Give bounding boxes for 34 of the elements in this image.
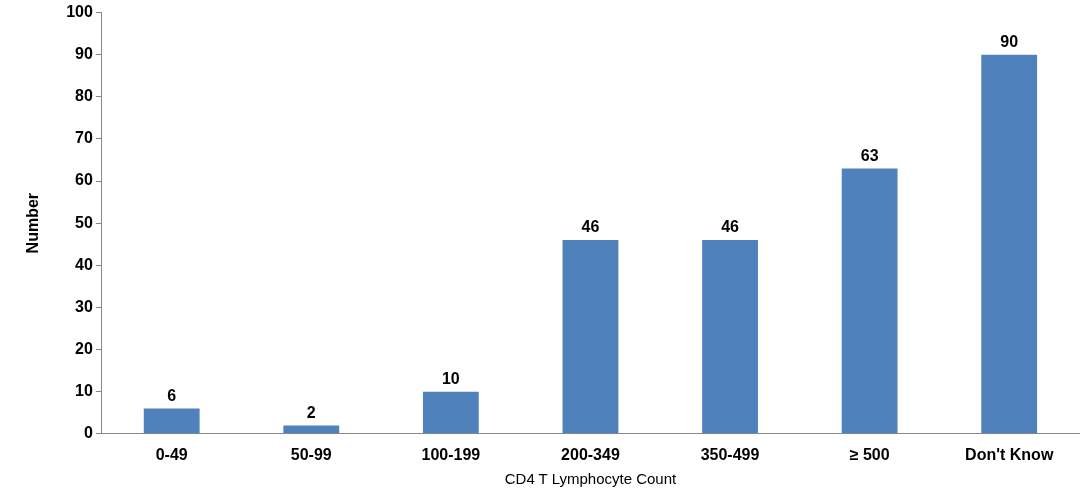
x-axis-title: CD4 T Lymphocyte Count — [504, 470, 678, 488]
data-label: 63 — [860, 146, 879, 164]
y-tick-label: 100 — [66, 3, 93, 21]
y-tick-label: 90 — [75, 45, 93, 63]
x-tick-label: 50-99 — [290, 445, 332, 463]
data-label: 2 — [306, 403, 316, 421]
x-tick-label: 350-499 — [700, 445, 760, 463]
data-label: 6 — [167, 386, 177, 404]
y-tick-label: 60 — [75, 171, 93, 189]
bar — [283, 425, 340, 434]
bar — [702, 240, 758, 434]
x-tick-label: Don't Know — [965, 445, 1054, 463]
bar — [841, 168, 898, 434]
x-tick-label: 200-349 — [561, 445, 620, 463]
bar — [143, 408, 200, 434]
y-tick-label: 40 — [75, 255, 93, 273]
y-tick-label: 30 — [75, 297, 93, 315]
y-axis-title: Number — [24, 192, 42, 254]
bar — [981, 54, 1038, 434]
data-label: 46 — [721, 218, 740, 236]
data-label: 10 — [441, 370, 460, 388]
y-tick-label: 80 — [75, 87, 93, 105]
bar — [562, 240, 619, 434]
y-tick-label: 20 — [75, 339, 93, 357]
data-label: 46 — [581, 218, 600, 236]
y-tick-label: 70 — [75, 129, 93, 147]
x-tick-label: 100-199 — [421, 445, 481, 463]
y-tick-label: 10 — [75, 382, 93, 400]
x-tick-label: 0-49 — [155, 445, 188, 463]
y-tick-label: 0 — [83, 424, 93, 442]
x-tick-label: ≥ 500 — [849, 445, 890, 463]
bar — [422, 391, 479, 434]
data-label: 90 — [1000, 33, 1019, 51]
y-tick-label: 50 — [75, 213, 93, 231]
